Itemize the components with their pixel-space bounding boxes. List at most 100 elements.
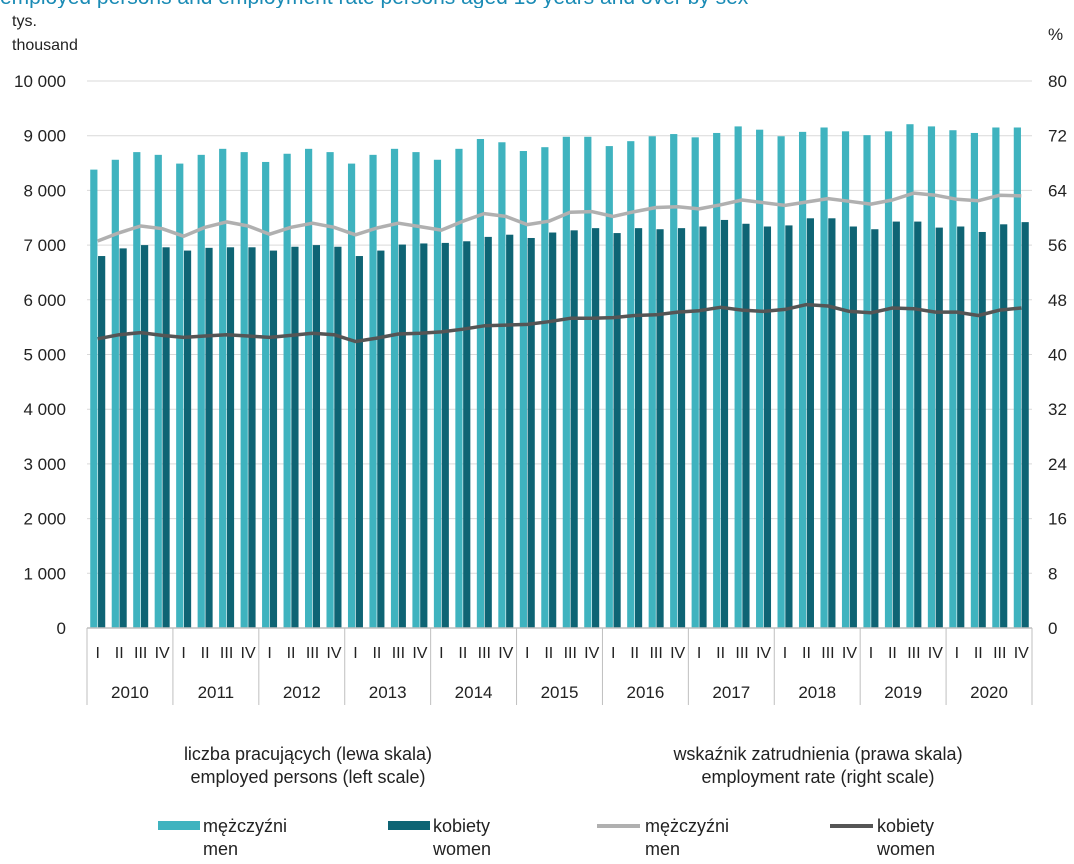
bar-men <box>519 151 527 629</box>
bar-women <box>183 250 192 628</box>
quarter-tick-label: IV <box>412 645 427 662</box>
bar-men <box>627 141 635 629</box>
bar-women <box>720 219 729 629</box>
bar-women <box>334 246 342 628</box>
bar-men <box>949 130 957 629</box>
bar-women <box>398 244 406 629</box>
legend-left-heading: liczba pracujących (lewa skala) <box>184 744 432 764</box>
legend-swatch-women-bar <box>388 821 430 830</box>
right-tick-label: 24 <box>1048 455 1067 474</box>
quarter-tick-label: IV <box>584 645 599 662</box>
year-tick-label: 2011 <box>198 683 235 702</box>
legend-label-women-bar: kobiety <box>433 816 490 836</box>
quarter-tick-label: IV <box>1014 645 1029 662</box>
bar-men <box>455 148 463 628</box>
bar-women <box>248 247 256 628</box>
quarter-tick-label: II <box>974 645 983 662</box>
right-tick-label: 40 <box>1048 346 1067 365</box>
right-tick-label: 8 <box>1048 564 1057 583</box>
quarter-tick-label: II <box>287 645 296 662</box>
left-tick-label: 6 000 <box>23 291 66 310</box>
bar-women <box>806 218 814 628</box>
bar-men <box>670 134 678 628</box>
quarter-tick-label: IV <box>326 645 341 662</box>
quarter-tick-label: IV <box>241 645 256 662</box>
year-tick-label: 2012 <box>283 683 321 702</box>
quarter-tick-label: II <box>115 645 124 662</box>
left-unit-label: thousand <box>12 37 78 54</box>
quarter-tick-label: III <box>392 645 405 662</box>
bar-women <box>634 228 643 628</box>
quarter-tick-label: III <box>993 645 1006 662</box>
bar-women <box>957 226 965 628</box>
bar-women <box>420 243 428 629</box>
year-tick-label: 2017 <box>712 683 750 702</box>
bar-men <box>970 132 979 628</box>
left-tick-label: 3 000 <box>23 455 66 474</box>
left-tick-label: 8 000 <box>23 181 66 200</box>
quarter-tick-label: II <box>201 645 210 662</box>
left-tick-label: 0 <box>57 619 66 638</box>
quarter-tick-label: I <box>869 645 873 662</box>
bar-men <box>541 147 549 628</box>
legend-swatch-men-bar <box>158 821 200 830</box>
bar-men <box>154 154 162 628</box>
bar-women <box>527 237 535 628</box>
quarter-tick-label: IV <box>928 645 943 662</box>
quarter-tick-label: III <box>821 645 834 662</box>
bar-men <box>219 148 227 628</box>
legend-label-men-bar: men <box>203 839 238 859</box>
bar-men <box>798 131 807 628</box>
bar-women <box>98 256 106 628</box>
quarter-tick-label: I <box>353 645 357 662</box>
bar-women <box>592 228 600 628</box>
quarter-tick-label: IV <box>670 645 685 662</box>
left-tick-label: 10 000 <box>14 72 66 91</box>
bar-men <box>90 169 98 628</box>
bar-women <box>828 218 836 628</box>
legend-label-men-line: mężczyźni <box>645 816 729 836</box>
bar-women <box>1000 224 1008 628</box>
bar-women <box>849 226 857 628</box>
bar-men <box>841 131 850 628</box>
bar-women <box>549 232 557 629</box>
bar-women <box>312 245 321 628</box>
quarter-tick-label: I <box>96 645 100 662</box>
bar-men <box>197 154 205 628</box>
bar-women <box>914 221 922 629</box>
bar-women <box>506 234 514 628</box>
bar-men <box>176 163 184 629</box>
quarter-tick-label: IV <box>756 645 771 662</box>
quarter-tick-label: III <box>306 645 319 662</box>
bar-men <box>562 136 570 628</box>
bar-women <box>656 229 664 628</box>
quarter-tick-label: II <box>372 645 381 662</box>
bar-women <box>226 247 235 628</box>
legend-label-women-line: women <box>876 839 935 859</box>
legend-right-heading: wskaźnik zatrudnienia (prawa skala) <box>672 744 962 764</box>
bar-men <box>584 136 592 628</box>
bar-men <box>992 127 1000 629</box>
bar-women <box>205 247 213 628</box>
quarter-tick-label: I <box>783 645 787 662</box>
bar-men <box>433 159 442 628</box>
right-tick-label: 80 <box>1048 72 1067 91</box>
legend-label-women-line: kobiety <box>877 816 934 836</box>
bar-women <box>699 226 707 628</box>
quarter-tick-label: III <box>649 645 662 662</box>
bar-men <box>133 152 141 629</box>
legend-right-heading: employment rate (right scale) <box>701 767 934 787</box>
bar-men <box>734 126 742 628</box>
quarter-tick-label: IV <box>842 645 857 662</box>
bar-women <box>269 250 278 628</box>
bar-men <box>326 152 334 629</box>
bar-men <box>906 124 914 628</box>
quarter-tick-label: I <box>439 645 443 662</box>
bar-men <box>884 131 893 628</box>
bar-women <box>291 246 299 628</box>
line-women-rate <box>97 302 1022 344</box>
bar-men <box>476 138 485 628</box>
bar-women <box>763 226 772 628</box>
quarter-tick-label: III <box>907 645 920 662</box>
